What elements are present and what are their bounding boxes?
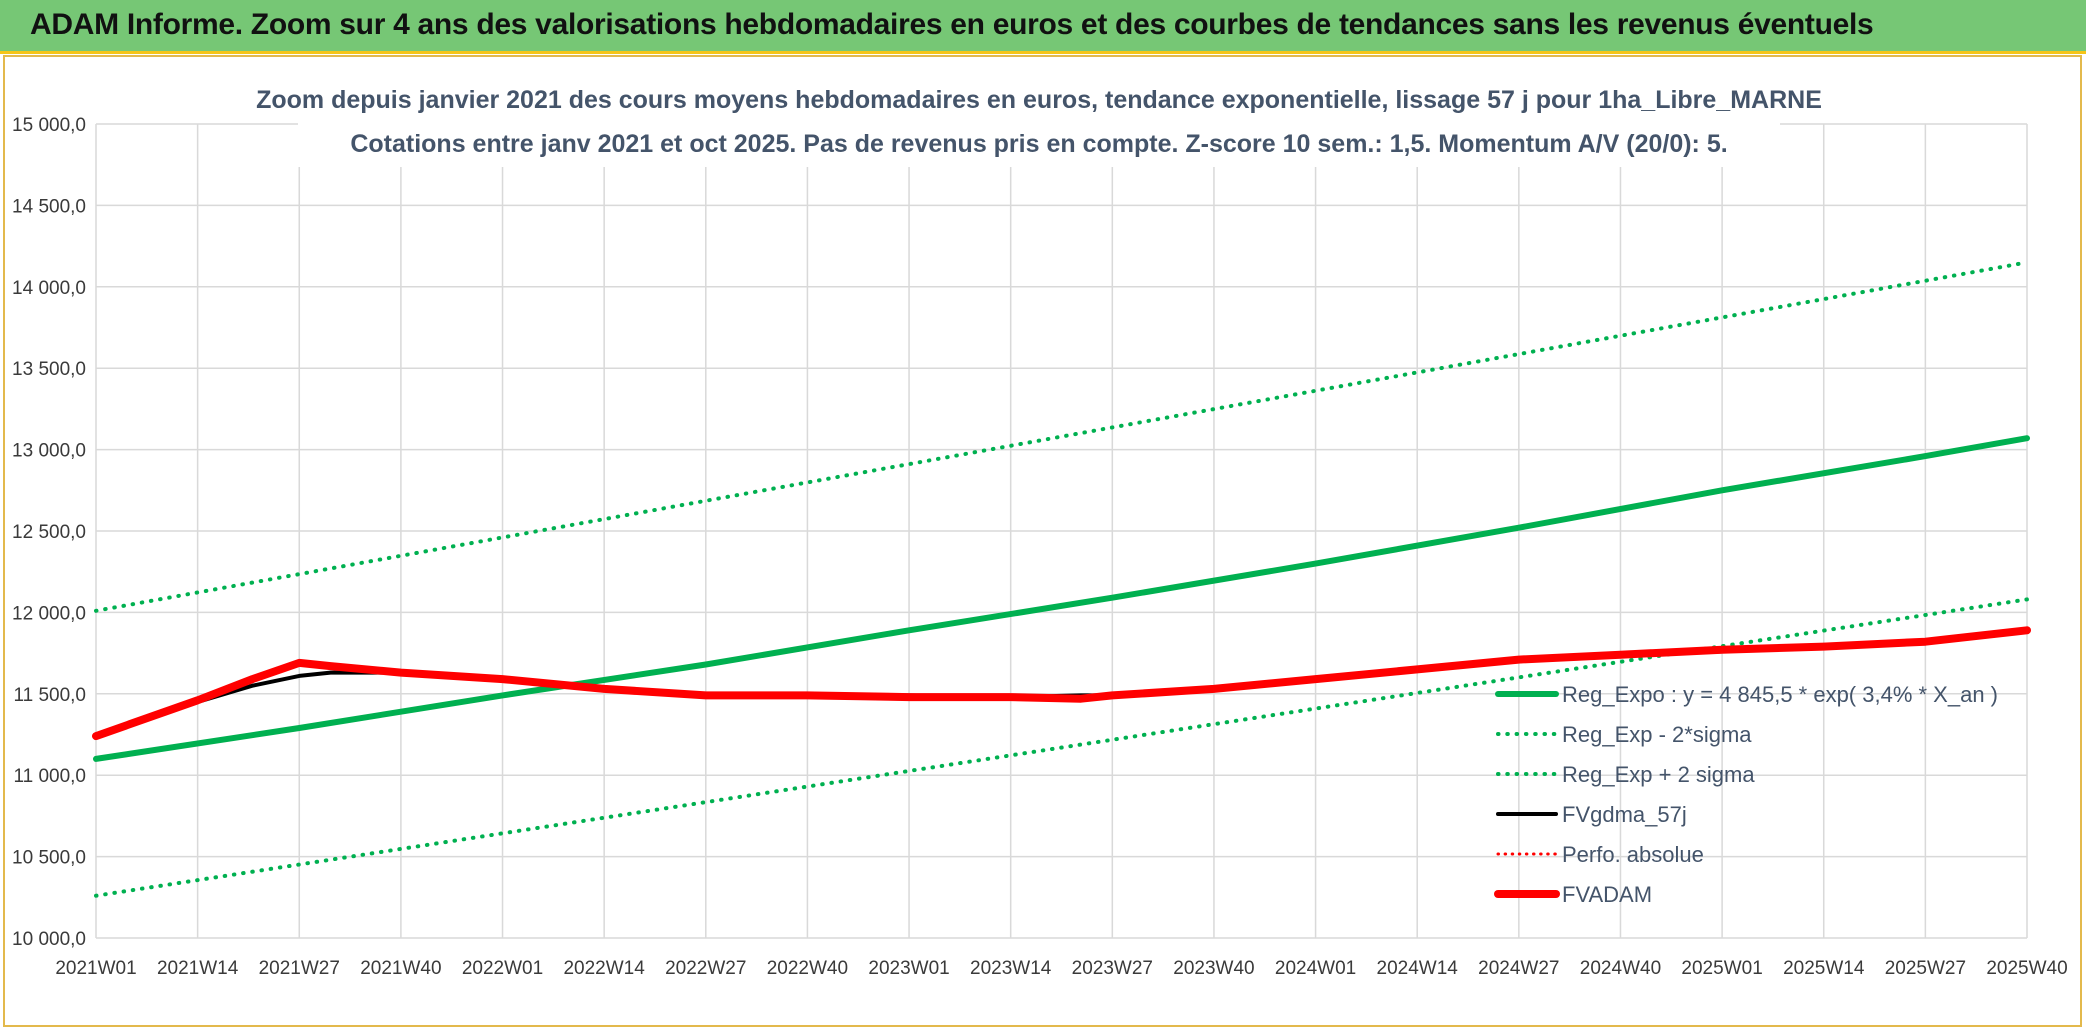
y-tick-label: 12 500,0 [12, 522, 86, 543]
y-tick-label: 11 500,0 [13, 685, 86, 706]
x-tick-label: 2025W14 [1783, 958, 1865, 979]
legend-label-3: FVgdma_57j [1562, 802, 1687, 827]
legend: Reg_Expo : y = 4 845,5 * exp( 3,4% * X_a… [1494, 682, 1998, 907]
y-tick-label: 13 500,0 [12, 359, 86, 380]
legend-label-2: Reg_Exp + 2 sigma [1562, 762, 1755, 787]
x-tick-label: 2025W40 [1986, 958, 2067, 979]
y-tick-label: 11 000,0 [13, 766, 86, 787]
x-tick-label: 2023W40 [1173, 958, 1254, 979]
series-line-0 [93, 435, 2030, 762]
x-tick-label: 2025W01 [1681, 958, 1762, 979]
x-tick-label: 2022W27 [665, 958, 746, 979]
x-tick-label: 2022W40 [767, 958, 848, 979]
x-tick-label: 2021W27 [259, 958, 340, 979]
x-tick-label: 2023W14 [970, 958, 1052, 979]
x-tick-label: 2023W01 [868, 958, 949, 979]
legend-label-5: FVADAM [1562, 882, 1652, 907]
legend-label-1: Reg_Exp - 2*sigma [1562, 722, 1752, 747]
grid-lines [95, 123, 2028, 939]
y-tick-label: 15 000,0 [12, 115, 86, 136]
y-tick-label: 13 000,0 [12, 441, 86, 462]
chart-titles: Zoom depuis janvier 2021 des cours moyen… [256, 76, 1822, 167]
chart-title: Zoom depuis janvier 2021 des cours moyen… [256, 86, 1822, 114]
x-tick-label: 2021W01 [55, 958, 136, 979]
report-title: ADAM Informe. Zoom sur 4 ans des valoris… [30, 8, 1874, 41]
x-tick-label: 2024W40 [1580, 958, 1661, 979]
x-tick-label: 2024W14 [1377, 958, 1459, 979]
title-background [298, 76, 1780, 167]
legend-label-0: Reg_Expo : y = 4 845,5 * exp( 3,4% * X_a… [1562, 682, 1998, 707]
series-line-2 [94, 260, 2029, 613]
x-tick-label: 2021W40 [360, 958, 441, 979]
chart-subtitle: Cotations entre janv 2021 et oct 2025. P… [350, 130, 1727, 158]
x-tick-label: 2022W01 [462, 958, 543, 979]
x-tick-label: 2024W01 [1275, 958, 1356, 979]
series-lines [92, 260, 2031, 898]
x-tick-label: 2024W27 [1478, 958, 1559, 979]
x-tick-label: 2021W14 [157, 958, 239, 979]
x-tick-label: 2022W14 [563, 958, 645, 979]
y-axis-labels: 10 000,0 10 500,0 11 000,0 11 500,0 12 000,0… [12, 115, 86, 950]
y-tick-label: 14 500,0 [12, 196, 86, 217]
report-banner: ADAM Informe. Zoom sur 4 ans des valoris… [0, 0, 2086, 54]
series-line-5 [92, 626, 2031, 741]
y-tick-label: 12 000,0 [12, 603, 86, 624]
legend-label-4: Perfo. absolue [1562, 842, 1704, 867]
y-tick-label: 10 500,0 [12, 848, 86, 869]
chart-frame [3, 55, 2082, 1027]
x-axis-labels: 2021W01 2021W14 2021W27 2021W40 2022W01 2022W… [55, 958, 2067, 979]
y-tick-label: 10 000,0 [12, 929, 86, 950]
x-tick-label: 2023W27 [1072, 958, 1153, 979]
x-tick-label: 2025W27 [1885, 958, 1966, 979]
y-tick-label: 14 000,0 [12, 278, 86, 299]
